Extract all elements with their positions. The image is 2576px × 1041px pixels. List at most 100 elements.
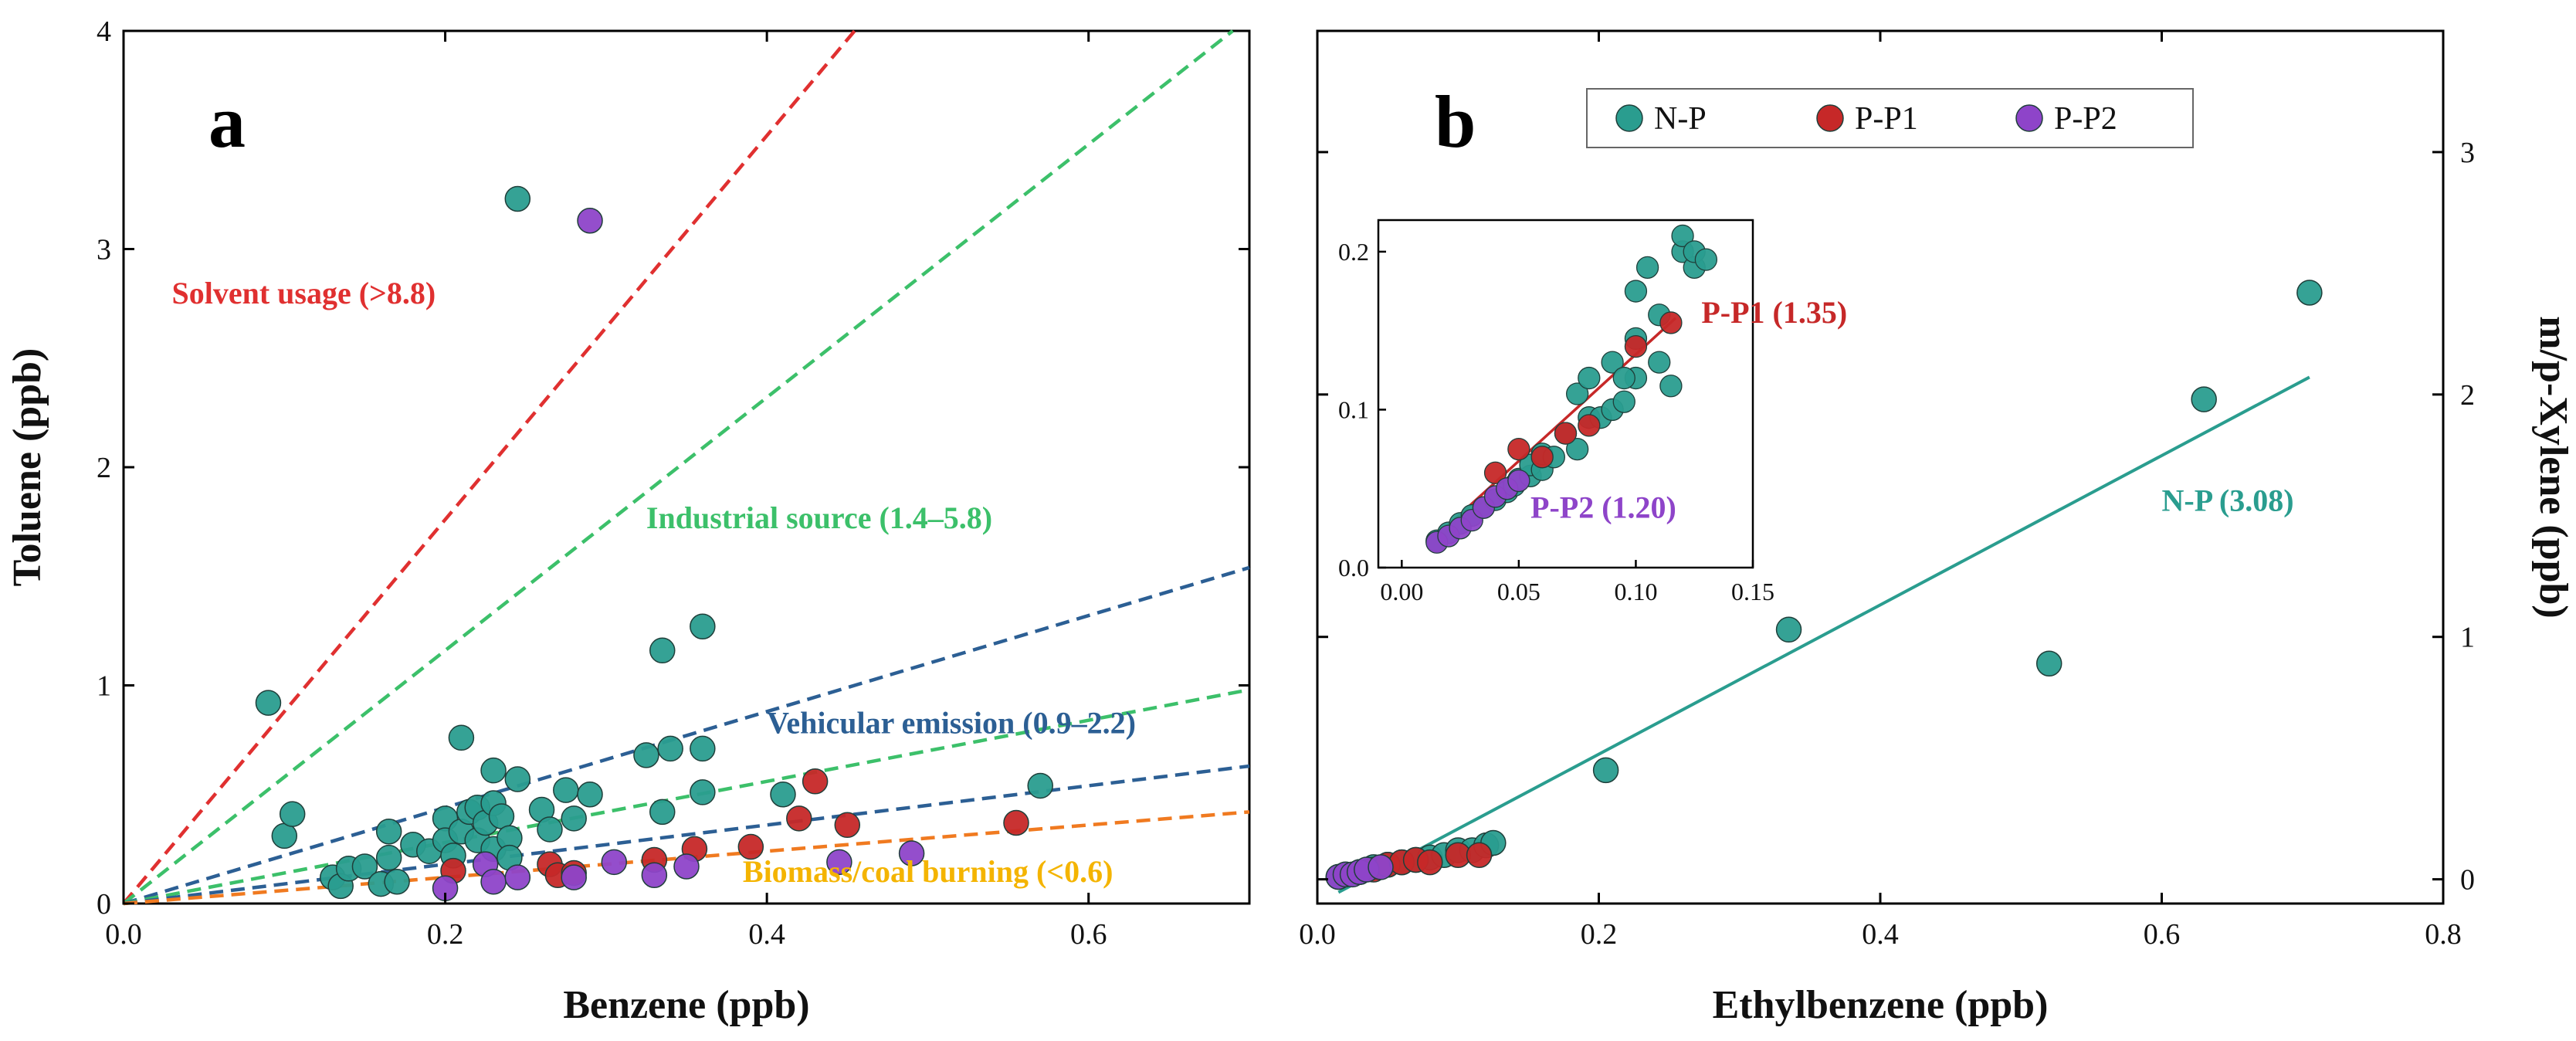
point-p-p1 [1466,842,1493,868]
inset-point-n-p [1648,351,1671,374]
inset-point-p-p1 [1483,461,1507,484]
panel-b-ticks: 0.0 0.2 0.4 0.6 0.8 0 1 2 3 [1299,31,2475,951]
ratio-line-3 [123,687,1250,906]
y-tick-label: 2 [2460,379,2475,412]
point-n-p [657,735,683,762]
point-n-p [2035,650,2062,676]
legend-box [1586,88,2194,148]
panel-b-annotations: N-P (3.08) [2162,483,2294,518]
panel-a-ratio-lines [122,29,1250,906]
point-p-p2 [641,862,668,889]
point-n-p [480,757,507,784]
inset-panel: 0.00 0.05 0.10 0.150.00.10.2 P-P1 (1.35)P-P… [1338,219,1847,605]
inset-x-tick-label: 0.00 [1380,578,1423,605]
point-n-p [649,637,676,664]
point-p-p1 [1003,809,1029,836]
panel-a-points [255,185,1053,901]
inset-point-n-p [1635,256,1659,280]
point-p-p2 [480,869,507,895]
inset-point-n-p [1578,366,1601,390]
inset-point-n-p [1566,437,1589,461]
inset-point-p-p1 [1659,311,1683,334]
x-tick-label: 0.2 [1581,918,1618,951]
point-p-p1 [786,805,812,832]
inset-x-tick-label: 0.10 [1614,578,1657,605]
inset-y-tick-label: 0.2 [1338,238,1369,266]
panel-a-x-axis-title: Benzene (ppb) [563,983,809,1027]
ratio-label-2: Vehicular emission (0.9–2.2) [767,706,1136,741]
panel-b-x-axis-title: Ethylbenzene (ppb) [1713,983,2049,1027]
panel-a-frame [122,29,1251,905]
panel-b-points [1325,280,2323,890]
point-p-p2 [577,208,603,234]
point-n-p [375,819,402,845]
inset-point-p-p2 [1507,469,1530,493]
ratio-line-1 [122,29,1234,905]
y-tick-label: 3 [2460,137,2475,169]
point-p-p2 [673,853,700,880]
inset-ticks: 0.00 0.05 0.10 0.15 0.0 0.1 0.2 [1338,238,1774,605]
inset-point-n-p [1694,248,1718,271]
point-n-p [633,742,659,768]
x-tick-label: 0.4 [1862,918,1899,951]
point-n-p [690,735,716,762]
point-n-p [351,853,378,880]
point-n-p [488,803,515,829]
panel-label-a: a [208,80,246,163]
point-n-p [375,844,402,871]
point-p-p1 [834,812,861,839]
y-tick-label: 4 [97,15,111,48]
x-tick-label: 0.8 [2425,918,2462,951]
y-tick-label: 3 [97,234,111,266]
point-n-p [770,782,796,808]
point-n-p [2296,280,2323,306]
x-tick-label: 0.4 [748,918,785,951]
y-tick-label: 0 [2460,864,2475,897]
x-tick-label: 0.6 [1070,918,1107,951]
inset-y-tick-label: 0.0 [1338,554,1369,582]
inset-annotations: P-P1 (1.35) P-P2 (1.20) [1530,295,1847,525]
point-n-p [690,613,716,639]
inset-point-n-p [1624,280,1648,303]
panel-label-b: b [1435,80,1476,163]
panel-a-ticks: 0.0 0.2 0.4 0.6 0 1 2 3 4 [97,15,1249,951]
point-n-p [504,766,531,792]
point-n-p [2191,386,2217,412]
inset-point-p-p1 [1578,414,1601,437]
inset-point-p-p1 [1507,437,1530,461]
y-tick-label: 1 [2460,622,2475,654]
inset-points [1425,224,1718,554]
y-tick-label: 2 [97,452,111,484]
legend-marker-p-p2 [2015,104,2043,132]
inset-point-p-p1 [1554,422,1578,445]
point-p-p2 [601,849,628,876]
fit-line-n-p [1337,375,2310,894]
ratio-label-0: Solvent usage (>8.8) [171,276,436,310]
point-n-p [504,185,531,212]
x-tick-label: 0.6 [2144,918,2181,951]
point-p-p1 [737,833,764,860]
panel-a: 0.0 0.2 0.4 0.6 0 1 2 3 4 Solvent usage (>8.8) In… [5,15,1251,1027]
inset-point-n-p [1659,375,1683,398]
point-n-p [537,816,563,843]
point-p-p1 [802,768,829,795]
panel-b: 0.0 0.2 0.4 0.6 0.8 0 1 2 3 N-P (3.08) b Ethylbe… [1299,29,2575,1027]
panel-a-annotations: Solvent usage (>8.8) Industrial source (1… [171,276,1135,889]
point-n-p [577,782,603,808]
point-n-p [553,777,579,803]
legend: N-P P-P1 P-P2 [1586,88,2194,148]
panel-a-y-axis-title: Toluene (ppb) [5,348,49,587]
point-n-p [279,801,306,827]
inset-fit-label-p-p1: P-P1 (1.35) [1701,295,1847,330]
legend-label-p-p2: P-P2 [2054,101,2117,137]
y-tick-label: 1 [97,670,111,703]
inset-point-n-p [1601,351,1624,374]
point-n-p [690,779,716,805]
point-p-p2 [504,864,531,890]
ratio-label-1: Industrial source (1.4–5.8) [646,500,992,535]
inset-point-n-p [1566,382,1589,405]
point-p-p2 [898,840,925,866]
x-tick-label: 0.0 [1299,918,1336,951]
fit-label-n-p: N-P (3.08) [2162,483,2294,518]
